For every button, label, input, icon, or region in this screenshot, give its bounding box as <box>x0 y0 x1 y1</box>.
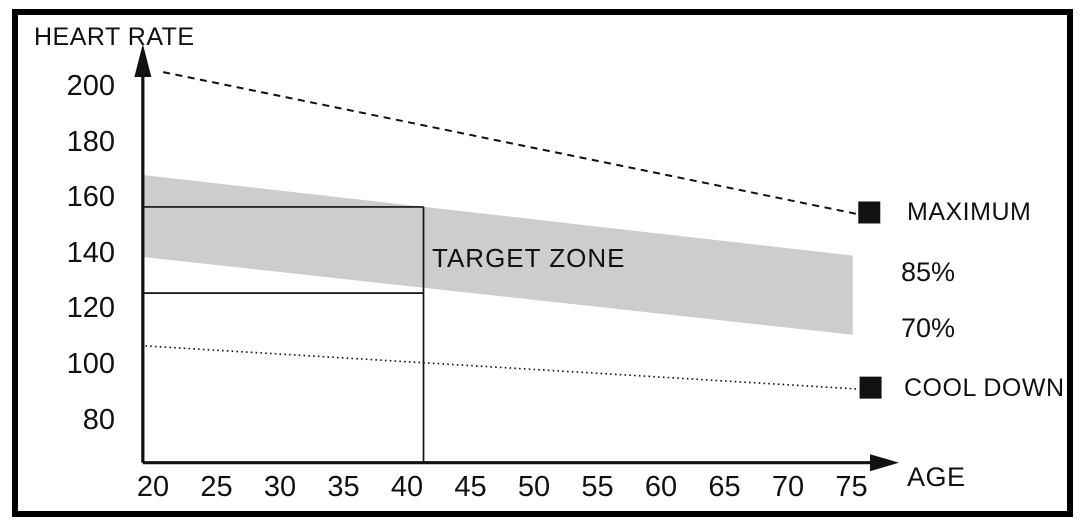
y-axis-title: HEART RATE <box>34 23 195 51</box>
maximum-line <box>162 71 857 215</box>
y-tick-label: 120 <box>66 292 115 325</box>
cool-down-line <box>145 345 858 390</box>
x-tick-label: 60 <box>644 471 678 503</box>
y-tick-label: 200 <box>66 70 115 102</box>
upper-percent-label: 85% <box>901 257 956 287</box>
cool-down-label: COOL DOWN <box>904 374 1065 402</box>
x-tick-label: 55 <box>581 471 614 503</box>
y-tick-label: 140 <box>66 236 115 269</box>
y-tick-label: 80 <box>82 403 115 436</box>
x-tick-label: 20 <box>136 471 170 503</box>
maximum-label: MAXIMUM <box>907 198 1032 226</box>
target-zone-band <box>142 174 853 335</box>
x-axis-arrowhead <box>870 454 899 472</box>
x-tick-label: 30 <box>263 471 297 503</box>
x-tick-label: 40 <box>390 471 424 503</box>
x-axis-title: AGE <box>907 462 966 492</box>
y-tick-label: 100 <box>66 348 115 380</box>
x-tick-label: 65 <box>708 471 741 503</box>
x-tick-label: 50 <box>517 471 551 503</box>
maximum-marker <box>858 201 881 224</box>
x-tick-label: 25 <box>200 471 233 503</box>
y-tick-label: 180 <box>66 125 115 158</box>
x-tick-label: 70 <box>771 471 805 503</box>
x-tick-label: 45 <box>454 471 487 503</box>
lower-percent-label: 70% <box>901 313 956 343</box>
target-zone-label: TARGET ZONE <box>432 243 626 273</box>
y-tick-label: 160 <box>66 181 115 214</box>
y-axis-arrowhead <box>134 44 152 77</box>
x-tick-label: 75 <box>835 471 868 503</box>
x-tick-label: 35 <box>327 471 360 503</box>
cool-down-marker <box>859 376 882 399</box>
